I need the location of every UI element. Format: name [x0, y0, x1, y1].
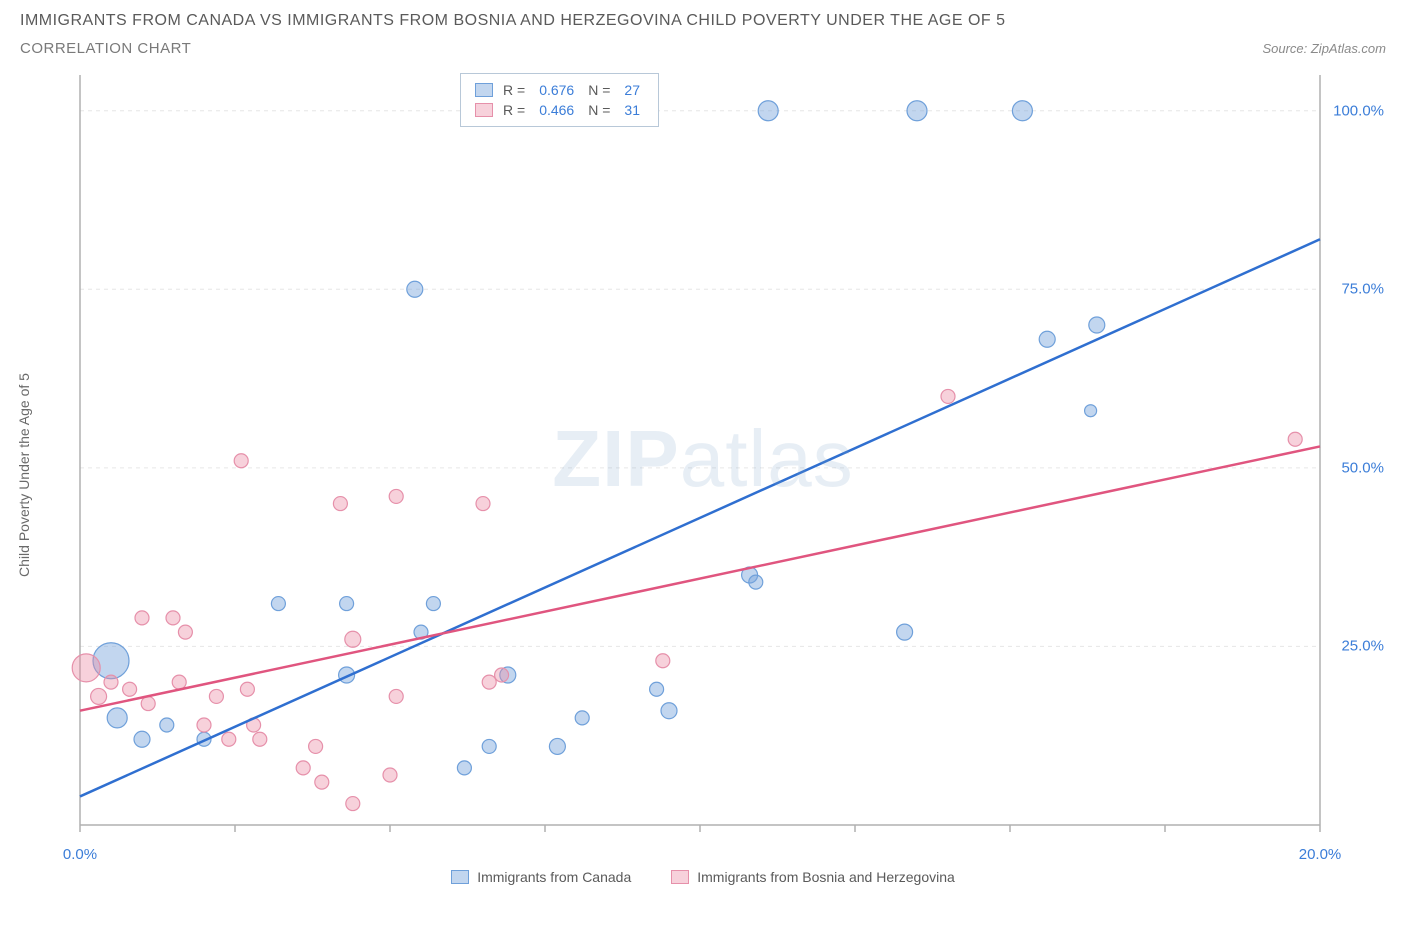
y-axis-label: Child Poverty Under the Age of 5	[16, 373, 32, 577]
header-row: CORRELATION CHART Source: ZipAtlas.com	[20, 40, 1386, 57]
title-line1: IMMIGRANTS FROM CANADA VS IMMIGRANTS FRO…	[20, 12, 1386, 30]
series-legend-item-1: Immigrants from Bosnia and Herzegovina	[671, 869, 955, 885]
source-attribution: Source: ZipAtlas.com	[1262, 41, 1386, 56]
title-line2: CORRELATION CHART	[20, 40, 191, 57]
y-tick-label: 100.0%	[1333, 102, 1384, 119]
legend-swatch-1	[475, 103, 493, 117]
legend-r-value-1: 0.466	[539, 102, 574, 118]
source-name: ZipAtlas.com	[1311, 41, 1386, 56]
legend-swatch-0	[475, 83, 493, 97]
correlation-legend-row-0: R = 0.676 N = 27	[475, 80, 644, 100]
legend-n-label-0: N =	[588, 82, 610, 98]
legend-n-label-1: N =	[588, 102, 610, 118]
legend-r-label-0: R =	[503, 82, 525, 98]
y-tick-label: 25.0%	[1341, 638, 1384, 655]
correlation-legend-row-1: R = 0.466 N = 31	[475, 100, 644, 120]
correlation-legend: R = 0.676 N = 27 R = 0.466 N = 31	[460, 73, 659, 127]
series-label-0: Immigrants from Canada	[477, 869, 631, 885]
legend-r-value-0: 0.676	[539, 82, 574, 98]
series-swatch-0	[451, 870, 469, 884]
chart-container: Child Poverty Under the Age of 5 ZIPatla…	[20, 65, 1386, 885]
scatter-chart	[20, 65, 1386, 865]
series-legend: Immigrants from Canada Immigrants from B…	[20, 869, 1386, 885]
series-label-1: Immigrants from Bosnia and Herzegovina	[697, 869, 955, 885]
y-tick-label: 75.0%	[1341, 281, 1384, 298]
source-prefix: Source:	[1262, 41, 1310, 56]
y-tick-label: 50.0%	[1341, 459, 1384, 476]
legend-n-value-0: 27	[624, 82, 640, 98]
legend-n-value-1: 31	[624, 102, 640, 118]
series-legend-item-0: Immigrants from Canada	[451, 869, 631, 885]
series-swatch-1	[671, 870, 689, 884]
x-tick-label: 20.0%	[1299, 846, 1342, 863]
x-tick-label: 0.0%	[63, 846, 97, 863]
legend-r-label-1: R =	[503, 102, 525, 118]
